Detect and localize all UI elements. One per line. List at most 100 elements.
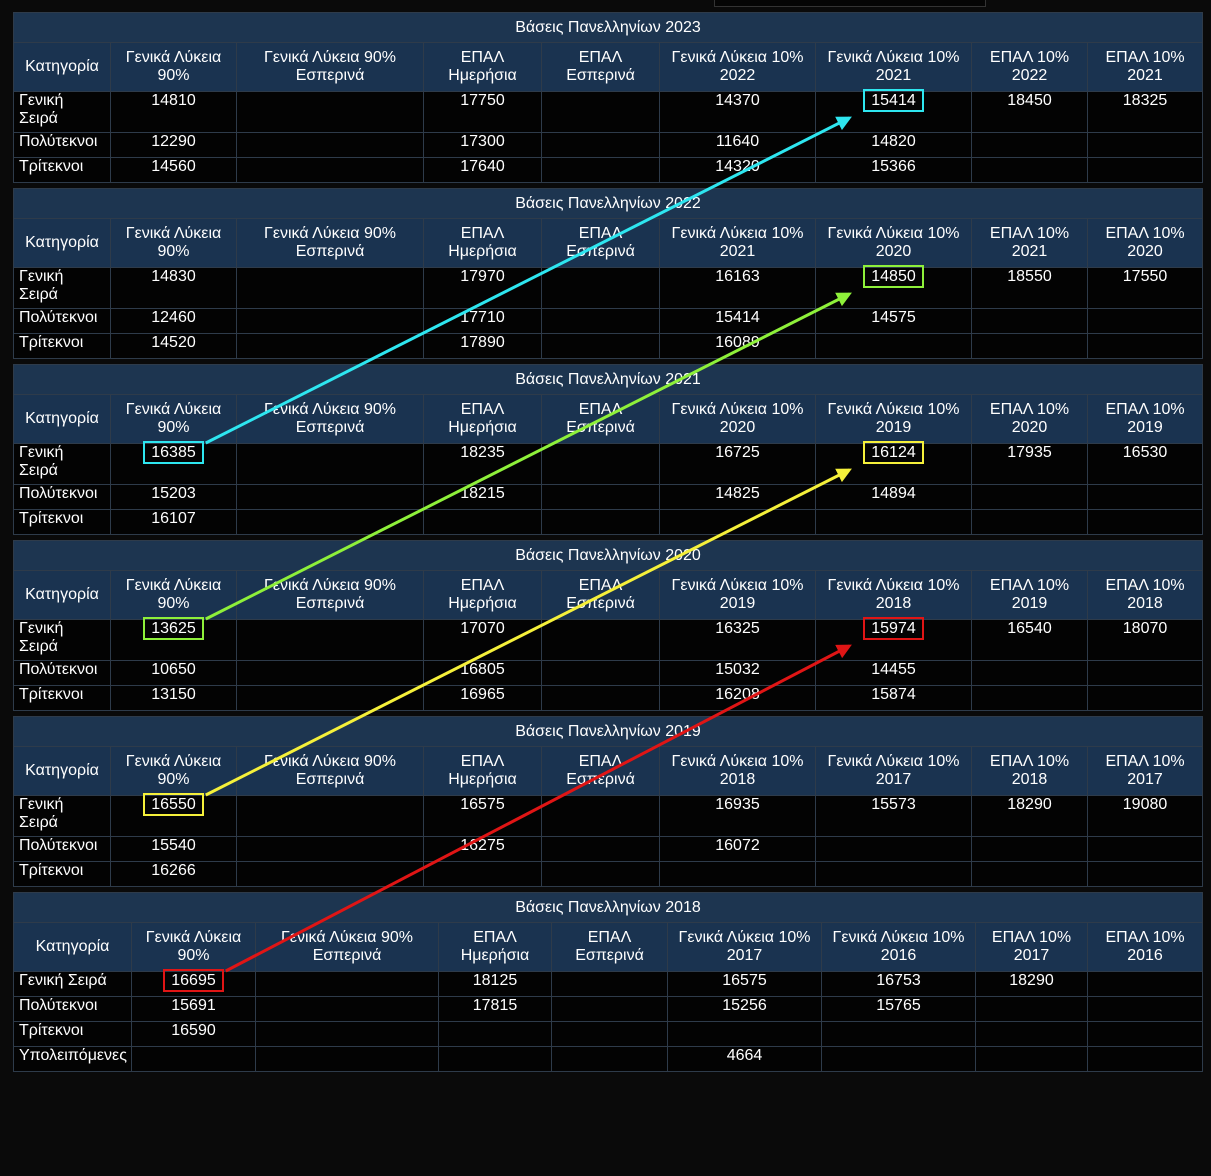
column-header: Γενικά Λύκεια 10% 2017	[815, 746, 972, 796]
column-header: ΕΠΑΛ Ημερήσια	[423, 394, 542, 444]
column-header: Γενικά Λύκεια 10% 2021	[659, 218, 816, 268]
column-header: Γενικά Λύκεια 90%	[110, 570, 237, 620]
table-row: Πολύτεκνοι 12460 17710 15414 14575	[13, 308, 1204, 334]
header-row: Κατηγορία Γενικά Λύκεια 90% Γενικά Λύκεια …	[13, 218, 1204, 268]
score-cell	[971, 333, 1088, 359]
score-cell	[1086, 484, 1204, 510]
table-title: Βάσεις Πανελληνίων 2018	[12, 892, 1204, 923]
highlighted-score: 16550	[143, 793, 204, 816]
score-cell	[821, 1046, 976, 1072]
score-cell	[131, 1046, 256, 1072]
year-table: Βάσεις Πανελληνίων 2018 Κατηγορία Γενικά Λ…	[12, 892, 1204, 1072]
table-row: Τρίτεκνοι 14520 17890 16089	[13, 333, 1204, 359]
score-cell	[1086, 1021, 1204, 1047]
score-cell	[815, 861, 972, 887]
score-cell	[1086, 660, 1204, 686]
score-cell: 16805	[423, 660, 542, 686]
column-header: ΕΠΑΛ 10% 2022	[971, 42, 1088, 92]
score-cell	[541, 157, 660, 183]
score-cell: 16107	[110, 509, 237, 535]
results-tables: Βάσεις Πανελληνίων 2023 Κατηγορία Γενικά Λ…	[12, 12, 1204, 1077]
score-cell: 14830	[110, 267, 237, 309]
score-cell	[438, 1021, 552, 1047]
score-cell: 16935	[659, 795, 816, 837]
row-category: Πολύτεκνοι	[13, 484, 111, 510]
score-cell: 16385	[110, 441, 237, 485]
highlighted-score: 14850	[863, 265, 924, 288]
score-cell: 17750	[423, 91, 542, 133]
header-row: Κατηγορία Γενικά Λύκεια 90% Γενικά Λύκεια …	[13, 922, 1204, 972]
score-cell	[667, 1021, 822, 1047]
score-cell	[815, 836, 972, 862]
column-header: Γενικά Λύκεια 10% 2019	[659, 570, 816, 620]
score-cell	[551, 1021, 668, 1047]
column-header: ΕΠΑΛ 10% 2020	[971, 394, 1088, 444]
score-cell	[551, 996, 668, 1022]
score-cell: 15874	[815, 685, 972, 711]
score-cell: 18450	[971, 91, 1088, 133]
table-row: Τρίτεκνοι 16266	[13, 861, 1204, 887]
score-cell	[1086, 836, 1204, 862]
column-header: Γενικά Λύκεια 90% Εσπερινά	[236, 746, 424, 796]
score-cell	[255, 996, 439, 1022]
table-row: Τρίτεκνοι 14560 17640 14320 15366	[13, 157, 1204, 183]
score-cell: 17710	[423, 308, 542, 334]
highlighted-score: 16695	[163, 969, 224, 992]
score-cell: 15256	[667, 996, 822, 1022]
score-cell	[236, 308, 424, 334]
column-header: ΕΠΑΛ Εσπερινά	[541, 570, 660, 620]
column-header: Γενικά Λύκεια 10% 2021	[815, 42, 972, 92]
table-row: Πολύτεκνοι 12290 17300 11640 14820	[13, 132, 1204, 158]
row-category: Τρίτεκνοι	[13, 157, 111, 183]
score-cell	[541, 836, 660, 862]
score-cell: 15974	[815, 617, 972, 661]
score-cell	[541, 132, 660, 158]
score-cell	[541, 443, 660, 485]
score-cell: 19080	[1086, 795, 1204, 837]
score-cell: 16540	[971, 619, 1088, 661]
row-category: Γενική Σειρά	[13, 795, 111, 837]
score-cell: 12290	[110, 132, 237, 158]
score-cell: 4664	[667, 1046, 822, 1072]
score-cell: 16575	[667, 971, 822, 997]
row-category: Πολύτεκνοι	[13, 308, 111, 334]
score-cell: 15366	[815, 157, 972, 183]
score-cell	[551, 971, 668, 997]
year-table: Βάσεις Πανελληνίων 2019 Κατηγορία Γενικά Λ…	[12, 716, 1204, 887]
score-cell	[541, 333, 660, 359]
column-header: ΕΠΑΛ 10% 2018	[1086, 570, 1204, 620]
top-dropdown-edge	[714, 0, 986, 7]
score-cell	[821, 1021, 976, 1047]
score-cell: 18290	[975, 971, 1088, 997]
score-cell	[541, 509, 660, 535]
score-cell: 16266	[110, 861, 237, 887]
score-cell	[1086, 132, 1204, 158]
score-cell	[236, 660, 424, 686]
row-category: Τρίτεκνοι	[13, 333, 111, 359]
score-cell: 16089	[659, 333, 816, 359]
score-cell	[541, 861, 660, 887]
table-row: Πολύτεκνοι 15691 17815 15256 15765	[13, 996, 1204, 1022]
score-cell: 14810	[110, 91, 237, 133]
score-cell	[255, 1021, 439, 1047]
row-category: Γενική Σειρά	[13, 267, 111, 309]
score-cell: 16163	[659, 267, 816, 309]
column-header: ΕΠΑΛ 10% 2020	[1086, 218, 1204, 268]
column-header: ΕΠΑΛ 10% 2021	[1086, 42, 1204, 92]
table-title: Βάσεις Πανελληνίων 2023	[12, 12, 1204, 43]
score-cell	[255, 1046, 439, 1072]
score-cell	[541, 267, 660, 309]
score-cell: 14320	[659, 157, 816, 183]
score-cell: 15203	[110, 484, 237, 510]
score-cell: 17550	[1086, 267, 1204, 309]
score-cell: 16072	[659, 836, 816, 862]
score-cell: 16965	[423, 685, 542, 711]
column-header: Γενικά Λύκεια 10% 2017	[667, 922, 822, 972]
score-cell: 16695	[131, 969, 256, 997]
column-header: Γενικά Λύκεια 90%	[131, 922, 256, 972]
column-header: ΕΠΑΛ 10% 2021	[971, 218, 1088, 268]
score-cell: 17070	[423, 619, 542, 661]
score-cell	[971, 308, 1088, 334]
score-cell	[541, 619, 660, 661]
score-cell: 18290	[971, 795, 1088, 837]
